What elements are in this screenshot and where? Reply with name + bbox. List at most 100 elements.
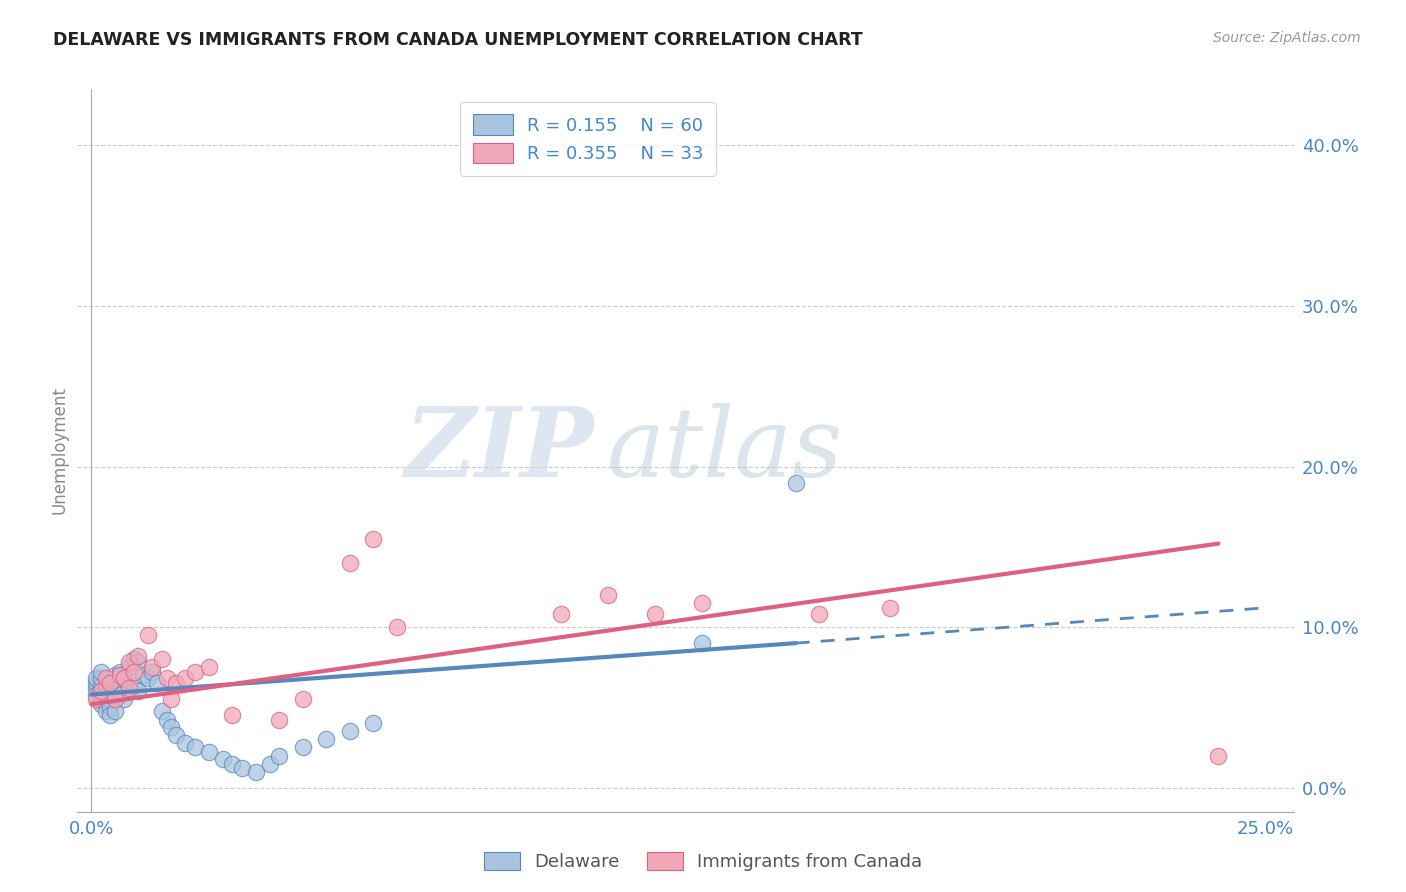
Point xyxy=(785,475,807,490)
Point xyxy=(146,676,169,690)
Point xyxy=(183,740,205,755)
Point xyxy=(231,761,253,775)
Point xyxy=(104,704,127,718)
Point xyxy=(94,672,117,686)
Point xyxy=(90,672,112,686)
Point xyxy=(90,684,112,698)
Point xyxy=(94,704,117,718)
Point xyxy=(879,600,901,615)
Text: ZIP: ZIP xyxy=(405,403,595,498)
Point xyxy=(84,692,107,706)
Point xyxy=(127,656,149,670)
Point xyxy=(94,680,117,694)
Point xyxy=(118,684,141,698)
Point xyxy=(160,720,183,734)
Text: Source: ZipAtlas.com: Source: ZipAtlas.com xyxy=(1213,31,1361,45)
Point xyxy=(112,672,135,686)
Point xyxy=(98,676,121,690)
Legend: R = 0.155    N = 60, R = 0.355    N = 33: R = 0.155 N = 60, R = 0.355 N = 33 xyxy=(460,102,716,176)
Point xyxy=(165,676,187,690)
Point xyxy=(245,764,267,779)
Point xyxy=(90,680,112,694)
Point xyxy=(94,692,117,706)
Point xyxy=(104,668,127,682)
Point xyxy=(84,681,107,695)
Point xyxy=(94,697,117,711)
Point xyxy=(90,692,112,706)
Point xyxy=(212,752,235,766)
Point xyxy=(596,588,619,602)
Point xyxy=(108,676,131,690)
Point xyxy=(141,660,163,674)
Legend: Delaware, Immigrants from Canada: Delaware, Immigrants from Canada xyxy=(477,845,929,879)
Point xyxy=(118,681,141,695)
Point xyxy=(118,656,141,670)
Point xyxy=(361,716,384,731)
Point xyxy=(132,668,155,682)
Point xyxy=(174,736,197,750)
Point xyxy=(198,660,221,674)
Point xyxy=(90,684,112,698)
Point xyxy=(361,532,384,546)
Point xyxy=(108,665,131,679)
Point xyxy=(112,672,135,686)
Point xyxy=(690,596,713,610)
Point xyxy=(94,688,117,702)
Point xyxy=(127,684,149,698)
Point xyxy=(94,684,117,698)
Point xyxy=(339,556,361,570)
Point xyxy=(141,665,163,679)
Point xyxy=(385,620,408,634)
Point xyxy=(98,688,121,702)
Point xyxy=(221,756,243,771)
Point xyxy=(315,732,337,747)
Point xyxy=(1208,748,1230,763)
Text: atlas: atlas xyxy=(606,403,842,498)
Point xyxy=(90,688,112,702)
Point xyxy=(291,740,314,755)
Point xyxy=(183,665,205,679)
Point xyxy=(98,700,121,714)
Point xyxy=(155,672,177,686)
Point xyxy=(291,692,314,706)
Point xyxy=(150,652,173,666)
Point xyxy=(155,713,177,727)
Point xyxy=(269,713,291,727)
Point xyxy=(84,672,107,686)
Point xyxy=(198,745,221,759)
Point xyxy=(90,665,112,679)
Point xyxy=(104,692,127,706)
Point xyxy=(690,636,713,650)
Point xyxy=(98,708,121,723)
Point xyxy=(118,660,141,674)
Point xyxy=(221,708,243,723)
Point xyxy=(136,672,159,686)
Point xyxy=(122,652,145,666)
Y-axis label: Unemployment: Unemployment xyxy=(51,386,69,515)
Point xyxy=(550,607,572,622)
Point xyxy=(174,672,197,686)
Point xyxy=(136,628,159,642)
Point xyxy=(259,756,281,771)
Point xyxy=(165,728,187,742)
Point xyxy=(84,688,107,702)
Point xyxy=(90,697,112,711)
Point xyxy=(122,680,145,694)
Point xyxy=(150,704,173,718)
Point xyxy=(122,665,145,679)
Point xyxy=(84,676,107,690)
Point xyxy=(339,724,361,739)
Point xyxy=(104,689,127,703)
Point xyxy=(160,692,183,706)
Text: DELAWARE VS IMMIGRANTS FROM CANADA UNEMPLOYMENT CORRELATION CHART: DELAWARE VS IMMIGRANTS FROM CANADA UNEMP… xyxy=(53,31,863,49)
Point xyxy=(644,607,666,622)
Point xyxy=(108,668,131,682)
Point xyxy=(269,748,291,763)
Point xyxy=(108,688,131,702)
Point xyxy=(808,607,831,622)
Point xyxy=(98,692,121,706)
Point xyxy=(98,676,121,690)
Point xyxy=(104,680,127,694)
Point xyxy=(127,648,149,663)
Point xyxy=(112,692,135,706)
